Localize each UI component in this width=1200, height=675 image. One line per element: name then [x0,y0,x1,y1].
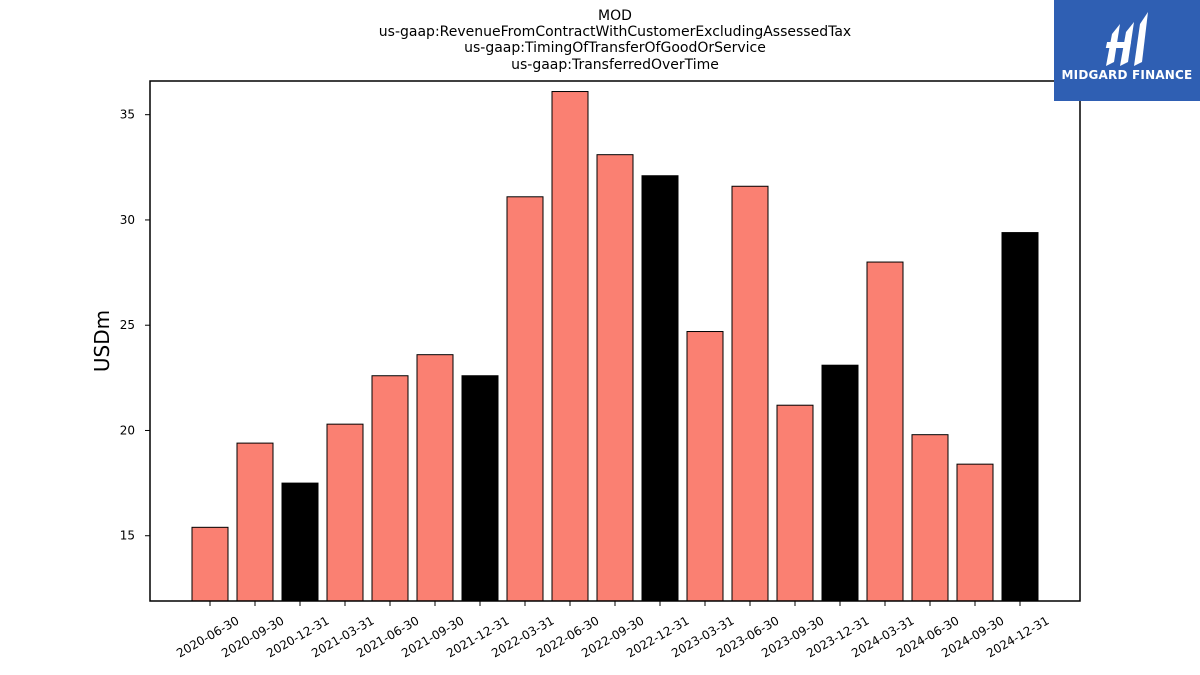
y-axis: 15 20 25 30 35 [120,108,150,543]
chart-title-line: us-gaap:TimingOfTransferOfGoodOrService [464,40,766,56]
plot-frame [149,80,1081,602]
y-tick-label: 20 [120,423,135,437]
bar [191,526,229,602]
bar [821,364,859,602]
bar [236,442,274,602]
y-tick-label: 25 [120,318,135,332]
y-tick-label: 35 [120,108,135,122]
bar-series [191,91,1039,602]
bar [326,423,364,602]
midgard-logo-icon [1105,12,1148,66]
chart-title-line: us-gaap:TransferredOverTime [511,57,719,73]
bar [956,463,994,602]
bar [506,196,544,602]
bar [866,261,904,602]
y-tick-label: 30 [120,213,135,227]
bar [641,175,679,602]
bar [371,375,409,602]
bar [776,404,814,602]
midgard-finance-logo: MIDGARD FINANCE [1054,0,1200,101]
x-axis: 2020-06-302020-09-302020-12-312021-03-31… [174,601,1052,660]
bar [686,331,724,602]
bar [551,91,589,602]
y-tick-label: 15 [120,529,135,543]
bar [596,154,634,602]
bar [461,375,499,602]
chart-title-line: MOD [598,8,632,24]
bar [1001,232,1039,602]
y-axis-label: USDm [90,310,114,372]
chart-title: MOD us-gaap:RevenueFromContractWithCusto… [379,8,851,73]
bar [731,185,769,602]
bar [281,482,319,602]
bar [416,354,454,602]
chart-title-line: us-gaap:RevenueFromContractWithCustomerE… [379,24,851,40]
bar [911,434,949,602]
logo-text: MIDGARD FINANCE [1061,68,1193,82]
